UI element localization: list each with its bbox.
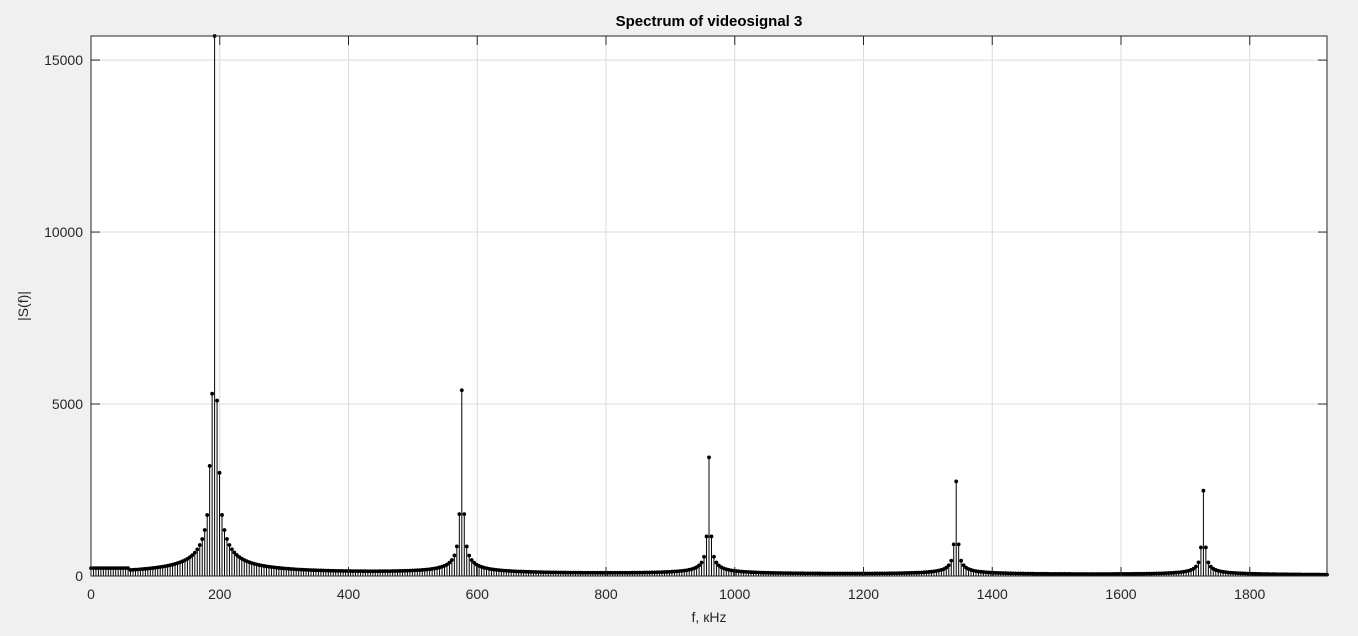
stem-marker bbox=[195, 547, 200, 552]
y-axis-label: |S(f)| bbox=[15, 291, 31, 321]
stem-marker bbox=[197, 543, 202, 547]
stem-marker bbox=[450, 558, 454, 562]
stem-marker bbox=[954, 479, 959, 484]
stem-marker bbox=[210, 391, 215, 396]
y-tick-label: 5000 bbox=[52, 396, 83, 412]
stem-marker bbox=[222, 528, 227, 532]
stem-marker bbox=[944, 565, 949, 570]
stem-marker bbox=[1196, 560, 1201, 565]
stem-marker bbox=[714, 560, 719, 565]
stem-marker bbox=[215, 398, 219, 403]
stem-marker bbox=[447, 560, 452, 565]
stem-marker bbox=[207, 464, 212, 468]
stem-marker bbox=[949, 558, 954, 563]
y-tick-label: 10000 bbox=[44, 224, 83, 240]
stem-marker bbox=[232, 550, 237, 555]
stem-marker bbox=[220, 513, 224, 517]
stem-marker bbox=[217, 470, 222, 475]
x-tick-label: 200 bbox=[208, 586, 232, 602]
stem-marker bbox=[956, 542, 961, 547]
x-tick-label: 1800 bbox=[1234, 586, 1265, 602]
x-tick-label: 1600 bbox=[1105, 586, 1136, 602]
stem-marker bbox=[707, 455, 711, 460]
stem-marker bbox=[699, 560, 704, 565]
stem-marker bbox=[230, 547, 234, 552]
stem-marker bbox=[959, 558, 964, 563]
stem-marker bbox=[469, 558, 474, 562]
stem-marker bbox=[190, 553, 195, 558]
stem-marker bbox=[464, 544, 469, 549]
x-axis-ticks: 0 200 400 600 800 1000 1200 1400 1600 1800 bbox=[87, 36, 1266, 602]
stem-marker bbox=[1206, 560, 1211, 565]
stem-marker bbox=[192, 550, 197, 555]
stem-marker bbox=[200, 537, 205, 541]
stem-marker bbox=[1194, 564, 1198, 569]
stem-marker bbox=[946, 563, 951, 568]
stem-marker bbox=[467, 553, 472, 558]
x-tick-label: 400 bbox=[337, 586, 361, 602]
x-tick-label: 800 bbox=[594, 586, 618, 602]
stem-marker bbox=[702, 554, 706, 559]
x-tick-label: 1000 bbox=[719, 586, 750, 602]
stem-marker bbox=[225, 537, 229, 541]
stem-marker bbox=[454, 544, 459, 549]
x-tick-label: 600 bbox=[466, 586, 490, 602]
stem-marker bbox=[712, 554, 716, 559]
stem-marker bbox=[202, 528, 207, 532]
stem-marker bbox=[205, 513, 210, 517]
stem-marker bbox=[961, 563, 966, 568]
stem-marker bbox=[459, 388, 464, 393]
stem-marker bbox=[1199, 545, 1203, 550]
x-tick-label: 1400 bbox=[977, 586, 1008, 602]
y-tick-label: 0 bbox=[75, 568, 83, 584]
stem-marker bbox=[709, 534, 714, 539]
stem-marker bbox=[1201, 488, 1206, 493]
stem-marker bbox=[697, 563, 702, 568]
stem-marker bbox=[462, 512, 467, 516]
stem-marker bbox=[951, 542, 956, 547]
x-tick-label: 0 bbox=[87, 586, 95, 602]
x-tick-label: 1200 bbox=[848, 586, 879, 602]
stem-marker bbox=[704, 534, 709, 539]
stem-marker bbox=[1203, 545, 1208, 550]
grid bbox=[91, 36, 1327, 576]
plot-border bbox=[90, 35, 1328, 577]
stem-markers bbox=[89, 34, 1329, 577]
x-axis-label: f, кHz bbox=[692, 609, 727, 625]
y-axis-ticks: 0 5000 10000 15000 bbox=[44, 52, 1327, 584]
stem-marker bbox=[457, 512, 462, 516]
stem-marker bbox=[452, 553, 457, 558]
y-tick-label: 15000 bbox=[44, 52, 83, 68]
chart-title: Spectrum of videosignal 3 bbox=[616, 13, 803, 30]
stem-marker bbox=[227, 543, 232, 547]
